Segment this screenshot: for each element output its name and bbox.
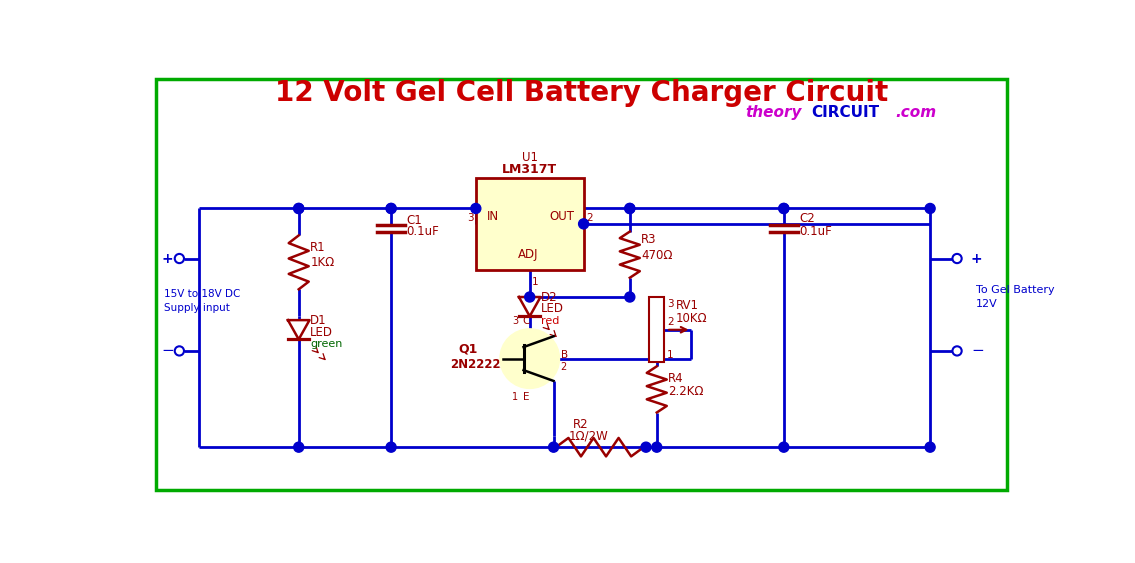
Text: D1: D1 [310, 314, 327, 327]
Text: theory: theory [746, 105, 801, 120]
Text: D2: D2 [541, 291, 558, 304]
Text: 2: 2 [561, 363, 566, 373]
Polygon shape [519, 297, 540, 316]
Circle shape [925, 203, 935, 213]
Circle shape [524, 292, 535, 302]
Circle shape [925, 442, 935, 452]
Text: 12 Volt Gel Cell Battery Charger Circuit: 12 Volt Gel Cell Battery Charger Circuit [275, 79, 889, 107]
Circle shape [386, 442, 396, 452]
Circle shape [386, 203, 396, 213]
Circle shape [624, 292, 634, 302]
Text: red: red [541, 316, 560, 326]
Text: R3: R3 [641, 233, 657, 246]
Circle shape [386, 203, 396, 213]
Circle shape [294, 203, 304, 213]
Circle shape [779, 442, 789, 452]
Text: green: green [310, 339, 343, 349]
Circle shape [471, 203, 481, 213]
Text: B: B [561, 350, 568, 360]
Text: U1: U1 [522, 151, 538, 164]
Circle shape [548, 442, 558, 452]
Text: LED: LED [310, 325, 334, 338]
Text: R2: R2 [573, 418, 588, 431]
Text: E: E [522, 392, 529, 402]
Text: IN: IN [487, 209, 499, 223]
Circle shape [779, 203, 789, 213]
Text: LED: LED [541, 302, 564, 315]
Text: C2: C2 [799, 212, 815, 225]
Circle shape [294, 442, 304, 452]
Text: 1Ω/2W: 1Ω/2W [569, 430, 608, 443]
Text: .com: .com [896, 105, 936, 120]
Text: 2: 2 [586, 213, 592, 223]
Text: 1: 1 [512, 392, 519, 402]
Text: 15V to 18V DC
Supply input: 15V to 18V DC Supply input [163, 289, 241, 313]
Text: +: + [970, 252, 983, 266]
Circle shape [579, 219, 589, 229]
Text: +: + [162, 252, 174, 266]
Text: 0.1uF: 0.1uF [406, 225, 439, 238]
Text: Q1: Q1 [459, 342, 478, 355]
Circle shape [641, 442, 651, 452]
Text: 3: 3 [466, 213, 473, 223]
Text: CIRCUIT: CIRCUIT [810, 105, 878, 120]
FancyBboxPatch shape [649, 297, 664, 363]
Text: 1KΩ: 1KΩ [310, 256, 335, 269]
Circle shape [651, 442, 662, 452]
Circle shape [624, 203, 634, 213]
Text: 0.1uF: 0.1uF [799, 225, 832, 238]
Text: R1: R1 [310, 241, 326, 254]
Text: 1: 1 [666, 350, 673, 360]
FancyBboxPatch shape [476, 178, 583, 270]
Text: R4: R4 [669, 372, 684, 385]
Text: RV1: RV1 [676, 298, 699, 311]
Text: 1: 1 [532, 276, 539, 287]
Text: To Gel Battery
12V: To Gel Battery 12V [976, 285, 1054, 309]
Text: 470Ω: 470Ω [641, 248, 673, 262]
Text: OUT: OUT [549, 209, 574, 223]
Text: −: − [970, 343, 984, 359]
Circle shape [779, 203, 789, 213]
Text: 3: 3 [512, 315, 519, 325]
Text: 2: 2 [666, 318, 673, 328]
Text: 2.2KΩ: 2.2KΩ [669, 385, 704, 398]
Circle shape [501, 329, 558, 388]
Text: C: C [522, 315, 530, 325]
Text: 2N2222A: 2N2222A [451, 358, 510, 371]
Circle shape [294, 203, 304, 213]
Text: LM317T: LM317T [502, 163, 557, 176]
Text: 3: 3 [666, 300, 673, 309]
Text: 10KΩ: 10KΩ [676, 312, 707, 325]
Text: C1: C1 [406, 214, 422, 227]
Polygon shape [288, 320, 310, 339]
Circle shape [624, 203, 634, 213]
Text: ADJ: ADJ [519, 248, 539, 261]
Text: −: − [161, 343, 174, 359]
